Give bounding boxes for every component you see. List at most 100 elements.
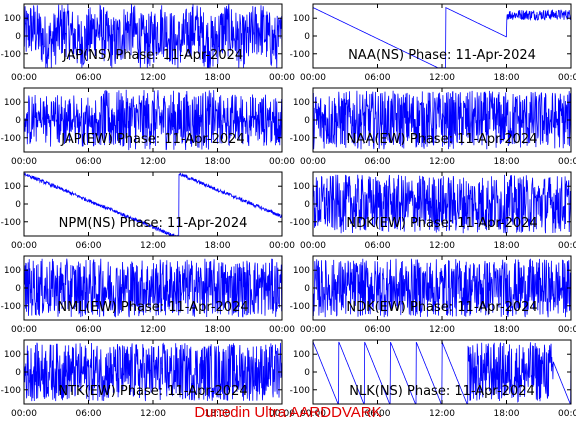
phase-plot-9: 100 0 -100 00:00 06:00 12:00 18:00 00:00 NTK(EW)…	[1, 339, 295, 419]
y-tick-label: 0	[304, 200, 310, 210]
x-tick-label: 12:00	[429, 73, 455, 83]
x-tick-label: 06:00	[76, 241, 102, 251]
phase-plot-4: 100 0 -100 00:00 06:00 12:00 18:00 00:00 NAA(EW)…	[290, 87, 576, 167]
phase-plot-7: 100 0 -100 00:00 06:00 12:00 18:00 00:00 NML(EW)…	[1, 255, 295, 335]
y-tick-label: 100	[293, 98, 310, 108]
y-tick-label: -100	[290, 302, 311, 312]
phase-trace	[24, 172, 282, 236]
plot-title: NDK(EW) Phase: 11-Apr-2024	[346, 216, 537, 231]
y-tick-label: 100	[293, 182, 310, 192]
x-tick-label: 06:00	[365, 409, 391, 419]
plot-title: NAA(EW) Phase: 11-Apr-2024	[347, 132, 538, 147]
y-tick-label: -100	[1, 50, 22, 60]
plot-title: NAA(NS) Phase: 11-Apr-2024	[348, 48, 536, 63]
x-tick-label: 12:00	[140, 409, 166, 419]
x-tick-label: 18:00	[205, 409, 231, 419]
x-tick-label: 00:00	[269, 325, 295, 335]
y-tick-label: 0	[304, 32, 310, 42]
y-tick-label: 0	[304, 368, 310, 378]
plot-title: JAP(NS) Phase: 11-Apr-2024	[62, 48, 243, 63]
x-tick-label: 00:00	[300, 241, 326, 251]
x-tick-label: 00:00	[269, 157, 295, 167]
y-tick-label: 100	[4, 98, 21, 108]
x-tick-label: 00:00	[269, 409, 295, 419]
y-tick-label: -100	[1, 386, 22, 396]
y-tick-label: 0	[304, 116, 310, 126]
y-tick-label: 100	[4, 350, 21, 360]
y-tick-label: -100	[290, 50, 311, 60]
x-tick-label: 00:00	[558, 157, 576, 167]
x-tick-label: 12:00	[429, 409, 455, 419]
phase-plot-8: 100 0 -100 00:00 06:00 12:00 18:00 00:00 NDK(EW)…	[290, 255, 576, 335]
phase-plot-6: 100 0 -100 00:00 06:00 12:00 18:00 00:00 NDK(EW)…	[290, 171, 576, 251]
plot-title: JAP(EW) Phase: 11-Apr-2024	[60, 132, 244, 147]
x-tick-label: 12:00	[429, 157, 455, 167]
x-tick-label: 00:00	[11, 73, 37, 83]
y-tick-label: 0	[304, 284, 310, 294]
x-tick-label: 18:00	[205, 325, 231, 335]
y-tick-label: 0	[15, 32, 21, 42]
y-tick-label: 100	[293, 350, 310, 360]
y-tick-label: 100	[293, 14, 310, 24]
phase-trace	[313, 90, 571, 150]
plot-title: NPM(NS) Phase: 11-Apr-2024	[59, 216, 248, 231]
y-tick-label: -100	[1, 218, 22, 228]
y-tick-label: 100	[4, 266, 21, 276]
x-tick-label: 12:00	[140, 241, 166, 251]
x-tick-label: 00:00	[558, 73, 576, 83]
x-tick-label: 12:00	[140, 157, 166, 167]
phase-trace	[24, 89, 282, 151]
y-tick-label: 100	[293, 266, 310, 276]
y-tick-label: 0	[15, 200, 21, 210]
x-tick-label: 00:00	[269, 73, 295, 83]
plot-title: NML(EW) Phase: 11-Apr-2024	[57, 300, 248, 315]
x-tick-label: 00:00	[11, 241, 37, 251]
x-tick-label: 00:00	[11, 157, 37, 167]
phase-trace	[24, 4, 282, 68]
x-tick-label: 06:00	[76, 157, 102, 167]
x-tick-label: 18:00	[494, 241, 520, 251]
x-tick-label: 00:00	[558, 241, 576, 251]
x-tick-label: 18:00	[205, 157, 231, 167]
x-tick-label: 00:00	[300, 157, 326, 167]
phase-trace	[24, 258, 282, 318]
x-tick-label: 06:00	[76, 73, 102, 83]
y-tick-label: 100	[4, 14, 21, 24]
x-tick-label: 12:00	[140, 73, 166, 83]
x-tick-label: 00:00	[558, 325, 576, 335]
x-tick-label: 00:00	[300, 325, 326, 335]
x-tick-label: 18:00	[205, 241, 231, 251]
x-tick-label: 12:00	[429, 241, 455, 251]
plot-title: NTK(EW) Phase: 11-Apr-2024	[58, 384, 247, 399]
phase-plot-3: 100 0 -100 00:00 06:00 12:00 18:00 00:00 JAP(EW)…	[1, 87, 295, 167]
x-tick-label: 00:00	[300, 409, 326, 419]
x-tick-label: 06:00	[365, 325, 391, 335]
plot-title: NLK(NS) Phase: 11-Apr-2024	[349, 384, 534, 399]
x-tick-label: 18:00	[494, 325, 520, 335]
x-tick-label: 00:00	[558, 409, 576, 419]
x-tick-label: 12:00	[140, 325, 166, 335]
y-tick-label: 0	[15, 368, 21, 378]
y-tick-label: 100	[4, 182, 21, 192]
x-tick-label: 18:00	[494, 157, 520, 167]
y-tick-label: -100	[1, 302, 22, 312]
phase-trace	[313, 258, 571, 318]
phase-trace	[313, 341, 571, 404]
y-tick-label: -100	[290, 218, 311, 228]
x-tick-label: 18:00	[205, 73, 231, 83]
x-tick-label: 00:00	[300, 73, 326, 83]
x-tick-label: 06:00	[76, 409, 102, 419]
y-tick-label: 0	[15, 116, 21, 126]
y-tick-label: -100	[1, 134, 22, 144]
phase-plot-10: 100 0 -100 00:00 06:00 12:00 18:00 00:00 NLK(NS)…	[290, 339, 576, 419]
x-tick-label: 18:00	[494, 409, 520, 419]
phase-plot-5: 100 0 -100 00:00 06:00 12:00 18:00 00:00 NPM(NS)…	[1, 171, 295, 251]
x-tick-label: 06:00	[76, 325, 102, 335]
x-tick-label: 00:00	[269, 241, 295, 251]
x-tick-label: 00:00	[11, 325, 37, 335]
x-tick-label: 06:00	[365, 73, 391, 83]
phase-trace	[24, 342, 282, 402]
y-tick-label: 0	[15, 284, 21, 294]
